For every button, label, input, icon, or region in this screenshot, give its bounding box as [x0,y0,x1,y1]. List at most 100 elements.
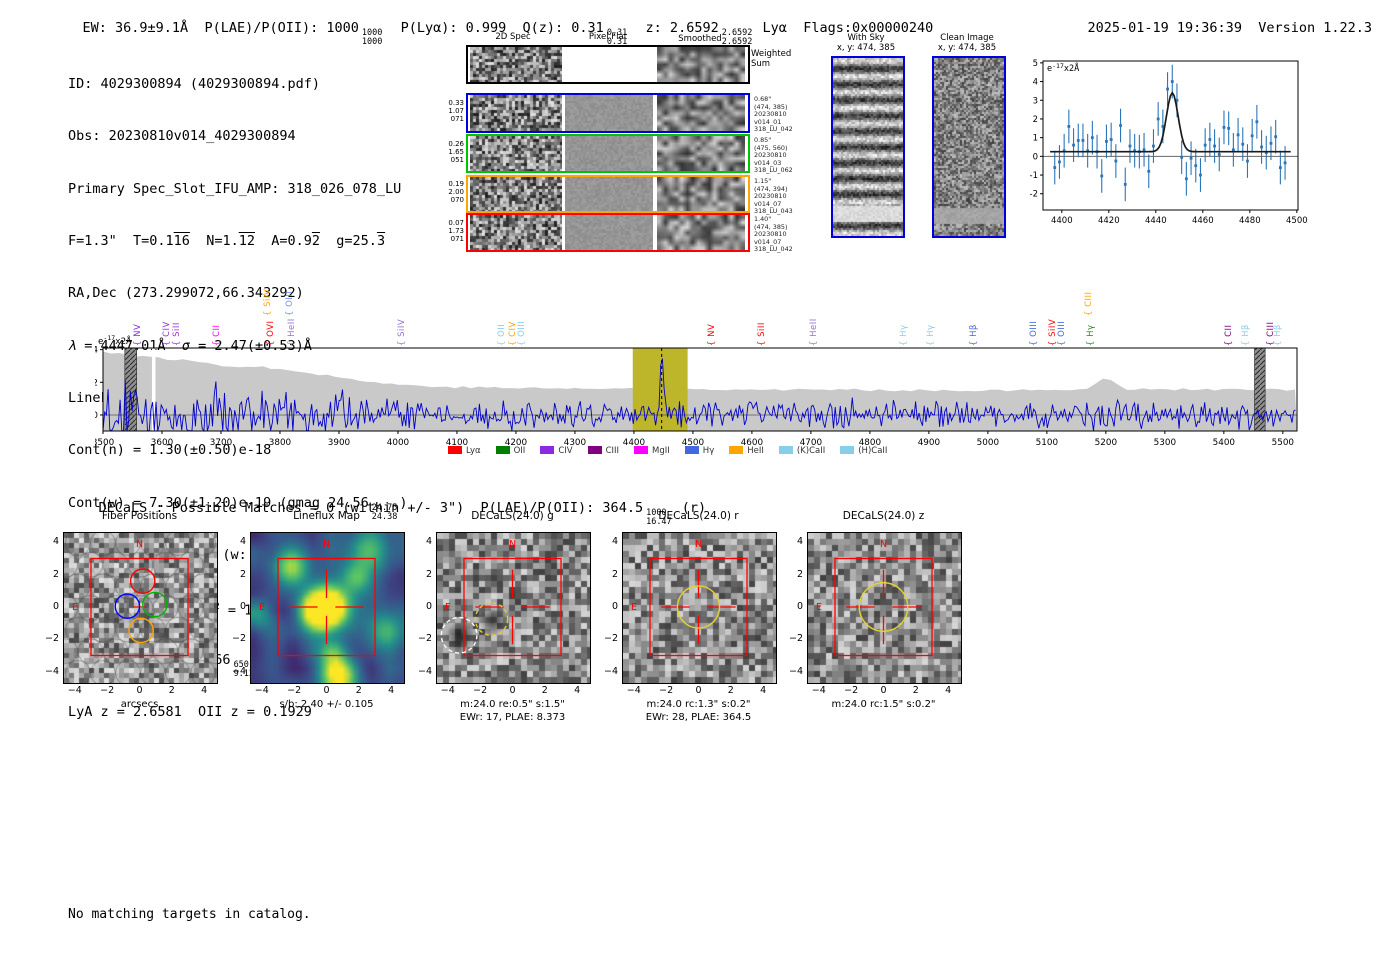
cutout-row-right-labels: 1.15" (474, 394) 20230810 v014_07 318_LU_043 [754,177,793,216]
legend-label: CIII [605,446,620,456]
x-tick-label: 4 [760,685,767,696]
legend-label: (K)CaII [796,446,826,456]
z-value: z: 2.6592 [629,20,719,36]
cutout-row [466,45,750,84]
cutout-strip-smoothed [657,95,745,131]
cutout-strip-smoothed [657,215,745,250]
svg-text:4460: 4460 [1192,216,1214,226]
y-tick-label: −2 [603,633,618,645]
legend-item-(H)CaII: (H)CaII [840,446,887,456]
x-tick-label: −2 [844,685,859,696]
seeing-line: F=1.3" T=0.116 N=1.12 A=0.92 g=25.3 [68,233,386,250]
legend-label: MgII [652,446,670,456]
y-tick-label: 0 [425,601,432,612]
line-label-HeII: { HeII [809,318,820,346]
x-tick-label: 4 [201,685,208,696]
svg-text:E: E [631,602,637,613]
clean-image-title: Clean Image x, y: 474, 385 [937,33,997,53]
line-label-Hγ: { Hγ [899,324,910,346]
plae-poii-value: P(LAE)/P(OII): 1000 [204,20,359,36]
cutout-row: 0.26 1.65 051 0.85" (475, 560) 20230810 v014_0… [448,134,793,174]
y-tick-label: −4 [603,665,618,677]
line-label-Hβ: { Hβ [1273,324,1284,346]
x-tick-label: −2 [659,685,674,696]
x-tick-label: 4 [945,685,952,696]
x-tick-label: 0 [323,685,330,696]
line-label-OIII: { OIII [1029,320,1040,346]
panel-caption: m:24.0 re:0.5" s:1.5" [460,699,565,710]
svg-text:4000: 4000 [387,438,410,448]
svg-text:4: 4 [1033,78,1038,88]
line-fit-plot: 4400 4420 4440 4460 4480 4500 -2 -1 0 1 2 3 4 5 e-17x2… [1030,59,1308,226]
y-tick-label: −4 [44,665,59,677]
wavelength-line: λ = 4447.01Å σ = 2.47(±0.53)Å [68,337,312,354]
x-tick-label: 2 [355,685,362,696]
svg-text:3700: 3700 [210,438,233,448]
cutout-strip-pixelflat [565,177,653,211]
panel-title: DECaLS(24.0) z [842,510,925,522]
cutout-strip-pixelflat [565,136,653,171]
plya-value: P(Lyα): 0.999 [384,20,523,36]
line-label-Hβ: { Hβ [968,324,979,346]
cutout-strip-pixelflat [565,215,653,250]
svg-text:-1: -1 [1030,171,1038,181]
full-spectrum-plot: 3500 3600 3700 3800 3900 4000 4100 4200 4300 4400… [95,346,1298,448]
report-header-line: EW: 36.9±9.1Å P(LAE)/P(OII): 1000 1000 100… [50,4,934,63]
legend-label: Hγ [702,446,715,456]
x-tick-label: −2 [473,685,488,696]
x-tick-label: 2 [541,685,548,696]
svg-text:4600: 4600 [741,438,764,448]
svg-text:4900: 4900 [918,438,941,448]
y-tick-label: 4 [239,536,246,548]
svg-text:5200: 5200 [1095,438,1118,448]
svg-text:4800: 4800 [859,438,882,448]
panel-caption: s/b: 2.40 +/- 0.105 [279,699,374,710]
line-label-OII: { OII [496,323,507,346]
y-tick-label: 0 [52,601,59,612]
line-label-OIII: { OIII [1056,320,1067,346]
report-version: Version 1.22.3 [1258,20,1373,36]
line-label-OVI: { OVI [265,320,276,346]
qz-fraction: 0.31 0.31 [606,28,628,47]
legend-item-Hγ: Hγ [684,446,715,456]
redshift-line: LyA z = 2.6581 OII z = 0.1929 [68,704,312,721]
svg-text:e-17x2Å: e-17x2Å [1047,62,1079,74]
plae-fraction: 1000 1000 [361,28,383,47]
svg-text:4: 4 [95,346,98,356]
line-label-OIII: { OIII [517,320,528,346]
clean-image [932,56,1006,238]
panel-overlay: NE [631,539,748,657]
svg-text:4480: 4480 [1239,216,1261,226]
svg-text:4500: 4500 [1286,216,1308,226]
cutout-row-right-labels: 1.40" (474, 385) 20230810 v014_07 318_LU_042 [754,215,793,254]
weighted-sum-label: Weighted Sum [751,49,792,69]
y-tick-label: 4 [425,536,432,548]
primary-slot-line: Primary Spec_Slot_IFU_AMP: 318_026_078_L… [68,180,402,197]
legend-label: (H)CaII [858,446,888,456]
with-sky-image [831,56,905,238]
cutout-strip-smoothed [657,136,745,171]
svg-text:4700: 4700 [800,438,823,448]
legend-swatch [495,446,510,454]
panel-overlay: NE [259,539,376,657]
panel-title: DECaLS(24.0) r [658,510,739,522]
cutout-strip-pixelflat [565,47,653,82]
line-label-CII: { CII [212,324,223,346]
panel-overlay: NE [72,539,189,657]
spectrum-legend: Lyα OII CIV CIII MgII Hγ HeII (K)CaII (H)CaII [448,446,887,456]
legend-swatch [729,446,744,454]
legend-swatch [634,446,649,454]
cutout-header-smoothed: Smoothed [678,34,722,44]
y-tick-label: −4 [231,665,246,677]
line-label-NV: { NV [132,323,143,346]
panel-image [63,532,218,684]
panel-title: Lineflux Map [293,510,360,522]
cutout-strip-2dspec [470,47,562,82]
z-fraction: 2.6592 2.6592 [721,28,753,47]
y-tick-label: −2 [44,633,59,645]
cutout-row: 0.33 1.07 071 0.68" (474, 385) 20230810 v014_0… [448,93,793,133]
panel-caption: m:24.0 rc:1.5" s:0.2" [831,699,936,710]
legend-swatch [448,446,462,454]
legend-label: CIV [558,446,573,456]
